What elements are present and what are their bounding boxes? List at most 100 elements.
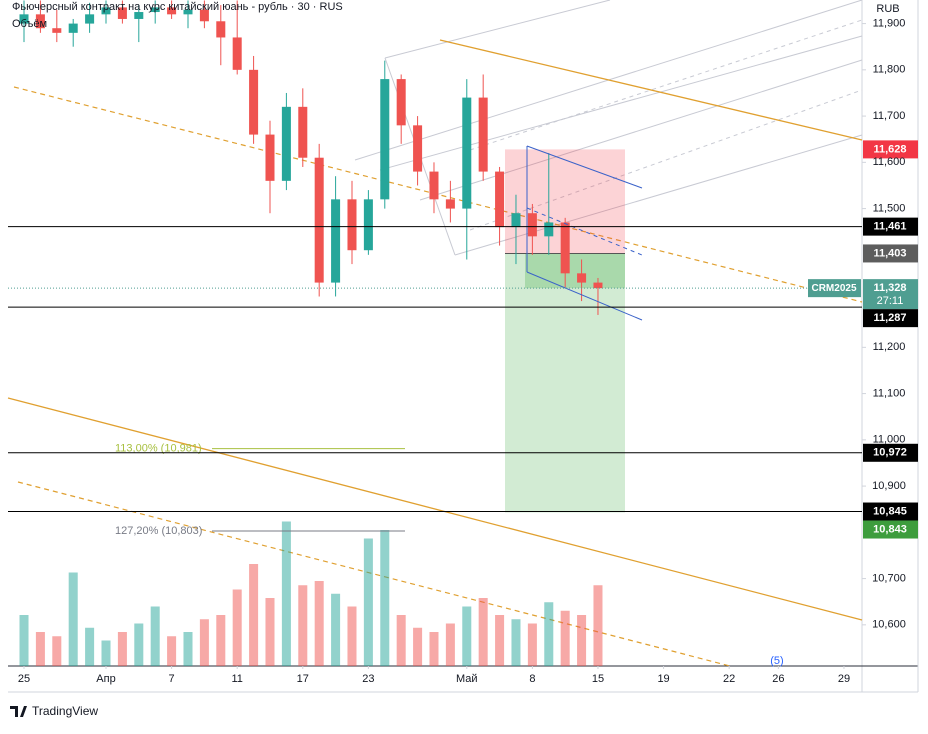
candle-body	[68, 23, 78, 33]
trend-line	[17, 481, 731, 667]
x-tick-label: 25	[18, 673, 30, 685]
target-zone	[505, 253, 625, 513]
x-tick-label: 7	[169, 673, 175, 685]
volume-bar	[85, 627, 95, 666]
volume-bar	[68, 572, 78, 666]
candle-body	[495, 171, 505, 228]
currency: RUB	[876, 3, 899, 15]
volume-bar	[150, 606, 160, 666]
wave-label: (5)	[770, 655, 783, 667]
volume-bar	[101, 640, 111, 666]
axes: 10,600 10,700 10,900 11,000 11,100 11,200 11,5…	[18, 17, 906, 684]
volume-bar	[183, 632, 193, 666]
levels: 113,00% (10,981)127,20% (10,803)11,62811…	[8, 140, 918, 539]
candle-body	[199, 9, 209, 22]
y-tick-label: 11,500	[873, 202, 906, 214]
candle-body	[347, 199, 357, 251]
y-tick-label: 11,000	[873, 434, 906, 446]
x-tick-label: 11	[231, 673, 242, 685]
candle-body	[183, 9, 193, 15]
candle-body	[429, 171, 439, 200]
logo-icon	[10, 706, 27, 717]
x-tick-label: 8	[529, 673, 535, 685]
y-tick-label: 11,800	[873, 64, 906, 76]
candle-body	[117, 7, 127, 19]
x-tick-label: 15	[592, 673, 604, 685]
volume-bar	[167, 636, 177, 666]
volume-bar	[544, 602, 554, 666]
volume-bar	[232, 589, 242, 666]
price-label-box	[863, 244, 918, 263]
y-tick-label: 10,900	[872, 480, 906, 492]
pitchfork-line	[454, 134, 863, 256]
pitchfork-line	[419, 59, 863, 201]
x-tick-label: 17	[297, 673, 309, 685]
volume-bar	[462, 606, 472, 666]
trend-line	[13, 86, 863, 303]
candle-body	[544, 222, 554, 237]
volume-bar	[19, 615, 29, 666]
y-tick-label: 10,600	[872, 619, 906, 631]
volume-pane	[19, 521, 603, 666]
volume-bar	[413, 627, 423, 666]
channel	[526, 145, 643, 321]
candle-body	[150, 7, 160, 13]
volume-bar	[577, 615, 587, 666]
volume-bar	[117, 632, 127, 666]
x-tick-label: 23	[362, 673, 374, 685]
candle-body	[380, 79, 390, 200]
candle-body	[216, 21, 226, 38]
volume-bar	[249, 564, 259, 666]
price-label: 11,403	[873, 247, 906, 259]
candle-body	[19, 14, 29, 24]
volume-bar	[363, 538, 373, 666]
volume-bar	[445, 623, 455, 666]
candle-body	[363, 199, 373, 251]
pitchfork-line	[469, 89, 863, 231]
price-label-box	[863, 279, 918, 310]
volume-bar	[347, 606, 357, 666]
candle-body	[445, 199, 455, 209]
candle-body	[396, 79, 406, 126]
volume-bar	[298, 585, 308, 666]
trend-line	[439, 39, 863, 141]
candle-body	[167, 7, 177, 15]
price-label: 10,972	[873, 447, 907, 459]
volume-bar	[511, 619, 521, 666]
position-tool	[505, 149, 625, 513]
fib-label: 113,00% (10,981)	[115, 443, 202, 455]
volume-bar	[314, 581, 324, 666]
price-label-box	[863, 520, 918, 539]
candle-body	[314, 157, 324, 283]
x-tick-label: Май	[456, 673, 478, 685]
candle-body	[478, 97, 488, 172]
pitchfork-line	[384, 0, 611, 59]
x-tick-label: 19	[657, 673, 669, 685]
y-tick-label: 10,700	[872, 572, 906, 584]
volume-bar	[527, 623, 537, 666]
price-label-box	[863, 309, 918, 328]
candle-body	[462, 97, 472, 209]
pitchfork-line	[379, 35, 863, 171]
y-tick-label: 11,100	[873, 387, 906, 399]
price-label: 11,287	[873, 312, 906, 324]
candles	[19, 0, 603, 315]
y-tick-label: 11,200	[873, 341, 906, 353]
volume-label: Объём	[12, 18, 47, 30]
volume-bar	[281, 521, 291, 666]
candle-body	[52, 28, 62, 33]
channel-line	[526, 145, 643, 189]
volume-bar	[216, 615, 226, 666]
price-label-box	[863, 140, 918, 159]
volume-bar	[560, 610, 570, 666]
open-pnl-zone	[525, 253, 625, 289]
candle-body	[35, 14, 45, 29]
volume-bar	[35, 632, 45, 666]
volume-bar	[134, 623, 144, 666]
brand: TradingView	[32, 704, 98, 718]
channel-line	[526, 271, 643, 321]
trend-line	[7, 397, 863, 621]
candle-body	[281, 106, 291, 181]
